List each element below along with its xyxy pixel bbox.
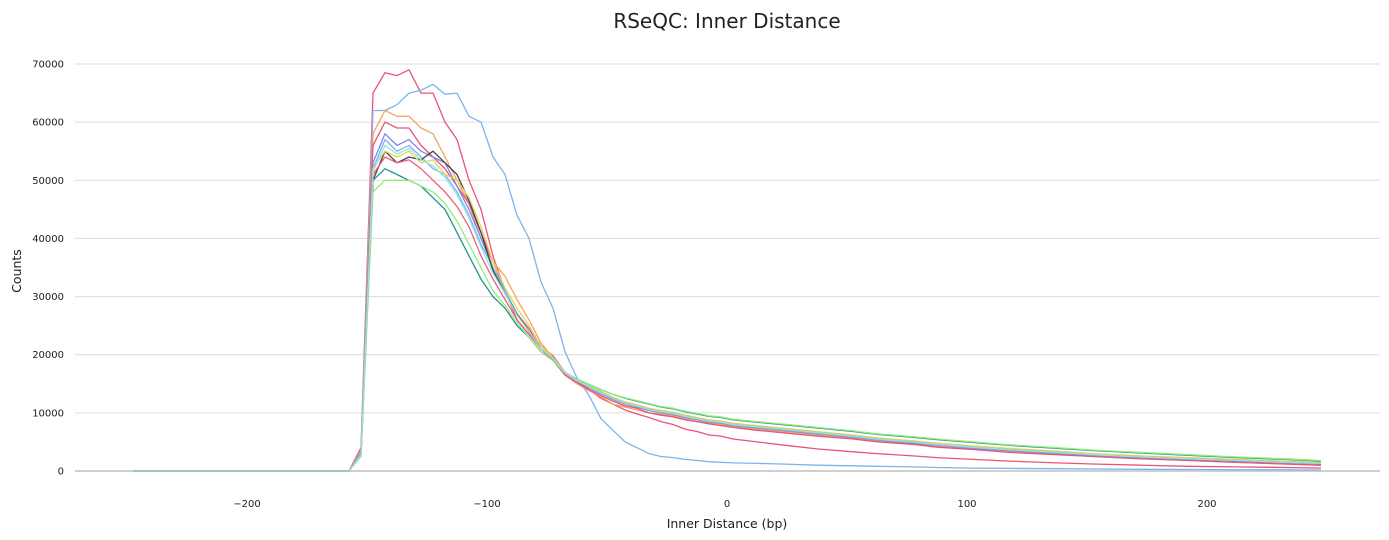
series-line-8: [133, 150, 1322, 472]
x-tick-label: −200: [233, 499, 260, 510]
x-axis-ticks: −200 −100 0 100 200: [233, 499, 1216, 510]
y-axis-label: Counts: [9, 249, 24, 293]
y-tick-label: 10000: [32, 408, 64, 419]
y-tick-label: 30000: [32, 292, 64, 303]
x-axis-label: Inner Distance (bp): [667, 516, 788, 531]
series-line-2: [133, 83, 1322, 472]
y-tick-label: 40000: [32, 234, 64, 245]
y-tick-label: 0: [58, 467, 64, 478]
x-tick-label: −100: [473, 499, 500, 510]
y-tick-label: 20000: [32, 350, 64, 361]
y-tick-label: 60000: [32, 118, 64, 129]
y-tick-label: 70000: [32, 60, 64, 71]
series-line-5: [133, 133, 1322, 472]
gridlines: [75, 63, 1380, 472]
y-tick-label: 50000: [32, 176, 64, 187]
series-line-6: [133, 138, 1322, 472]
series-line-4: [133, 121, 1322, 472]
chart-title: RSeQC: Inner Distance: [613, 9, 840, 33]
series-line-3: [133, 109, 1322, 472]
y-axis-ticks: 0 10000 20000 30000 40000 50000 60000 70000: [32, 60, 64, 478]
series-line-1: [133, 69, 1322, 472]
series-lines: [133, 69, 1322, 472]
x-tick-label: 0: [724, 499, 730, 510]
series-line-12: [133, 144, 1322, 472]
series-line-10: [133, 179, 1322, 472]
x-tick-label: 100: [957, 499, 976, 510]
x-tick-label: 200: [1197, 499, 1216, 510]
